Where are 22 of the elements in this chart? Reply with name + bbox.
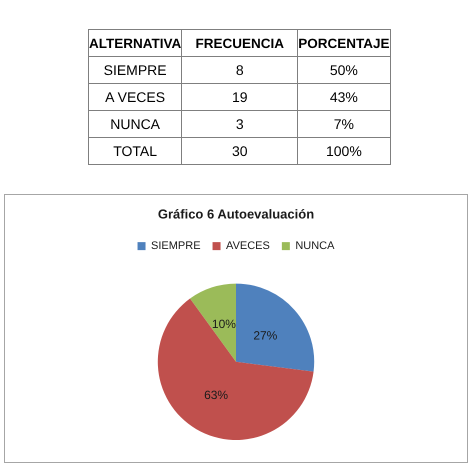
text: SIEMPRE bbox=[88, 56, 182, 84]
text: 30 bbox=[182, 138, 298, 164]
text: 19 bbox=[182, 84, 298, 110]
legend-label: NUNCA bbox=[295, 240, 336, 252]
legend-label: SIEMPRE bbox=[151, 240, 201, 252]
category-label: FRECUENCIA bbox=[182, 30, 298, 56]
data-label: 63% bbox=[204, 388, 228, 402]
data-label: 27% bbox=[253, 328, 278, 342]
text: 3 bbox=[182, 110, 298, 138]
text: 100% bbox=[298, 138, 390, 164]
text: 7% bbox=[298, 110, 390, 138]
chart-title: Gráfico 6 Autoevaluación bbox=[158, 206, 314, 222]
text: 8 bbox=[182, 56, 298, 84]
legend-label: AVECES bbox=[226, 240, 270, 252]
text: A VECES bbox=[88, 84, 182, 110]
text: NUNCA bbox=[88, 110, 182, 138]
category-label: ALTERNATIVA bbox=[88, 30, 182, 56]
text: 43% bbox=[298, 84, 390, 110]
text: TOTAL bbox=[88, 138, 182, 164]
text: 50% bbox=[298, 56, 390, 84]
category-label: PORCENTAJE bbox=[298, 30, 390, 56]
data-label: 10% bbox=[212, 316, 236, 331]
